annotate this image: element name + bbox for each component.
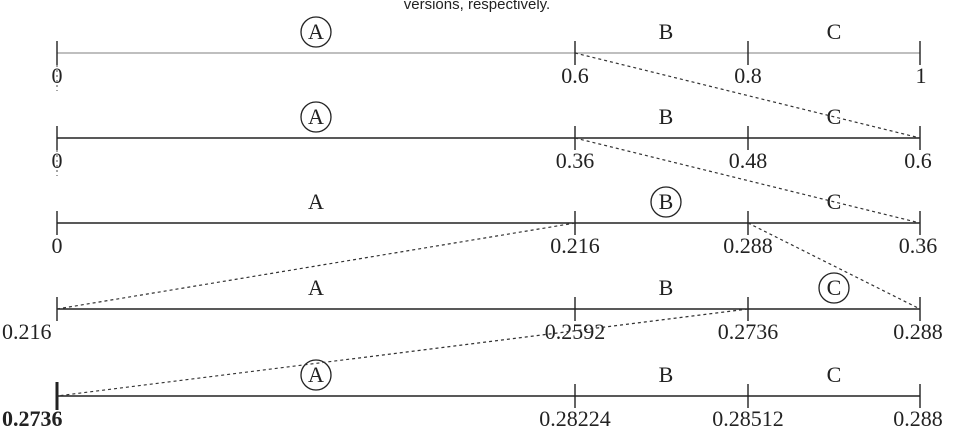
- segment-letter: B: [659, 189, 674, 214]
- segment-letter: C: [827, 275, 842, 300]
- tick-label: 0.8: [734, 63, 762, 88]
- segment-letter: A: [308, 104, 324, 129]
- tick-label: 0.2592: [545, 319, 606, 344]
- circled-letter-ring: [650, 186, 682, 218]
- segment-letter: A: [308, 275, 324, 300]
- segment-letter: A: [308, 19, 324, 44]
- segment-letter: C: [827, 19, 842, 44]
- segment-letter: C: [827, 362, 842, 387]
- tick-label: 0.28224: [539, 406, 611, 431]
- mapping-line-right: [747, 222, 921, 310]
- tick-label: 0.36: [556, 148, 595, 173]
- circled-letter-ring: [818, 272, 850, 304]
- circled-letter-ring: [300, 16, 332, 48]
- tick-label: 0.6: [904, 148, 932, 173]
- segment-letter: B: [659, 104, 674, 129]
- circled-letter-ring: [300, 359, 332, 391]
- tick-label: 0.288: [723, 233, 773, 258]
- segment-letter: B: [659, 362, 674, 387]
- mapping-line-left: [56, 308, 749, 397]
- tick-label: 0: [52, 233, 63, 258]
- tick-label: 0.36: [899, 233, 938, 258]
- tick-label: 0.216: [550, 233, 600, 258]
- segment-letter: A: [308, 362, 324, 387]
- tick-label: 1: [916, 63, 927, 88]
- segment-letter: B: [659, 19, 674, 44]
- tick-label: 0.6: [561, 63, 589, 88]
- tick-label: 0.2736: [2, 406, 63, 431]
- circled-letter-ring: [300, 101, 332, 133]
- segment-letter: A: [308, 189, 324, 214]
- caption-text: versions, respectively.: [403, 0, 551, 13]
- tick-label: 0.48: [729, 148, 768, 173]
- tick-label: 0.288: [893, 319, 943, 344]
- mapping-line-right: [574, 137, 921, 224]
- tick-label: 0.2736: [718, 319, 779, 344]
- tick-label: 0.216: [2, 319, 52, 344]
- tick-label: 0.288: [893, 406, 943, 431]
- segment-letter: B: [659, 275, 674, 300]
- mapping-line-right: [574, 52, 921, 139]
- tick-label: 0.28512: [712, 406, 784, 431]
